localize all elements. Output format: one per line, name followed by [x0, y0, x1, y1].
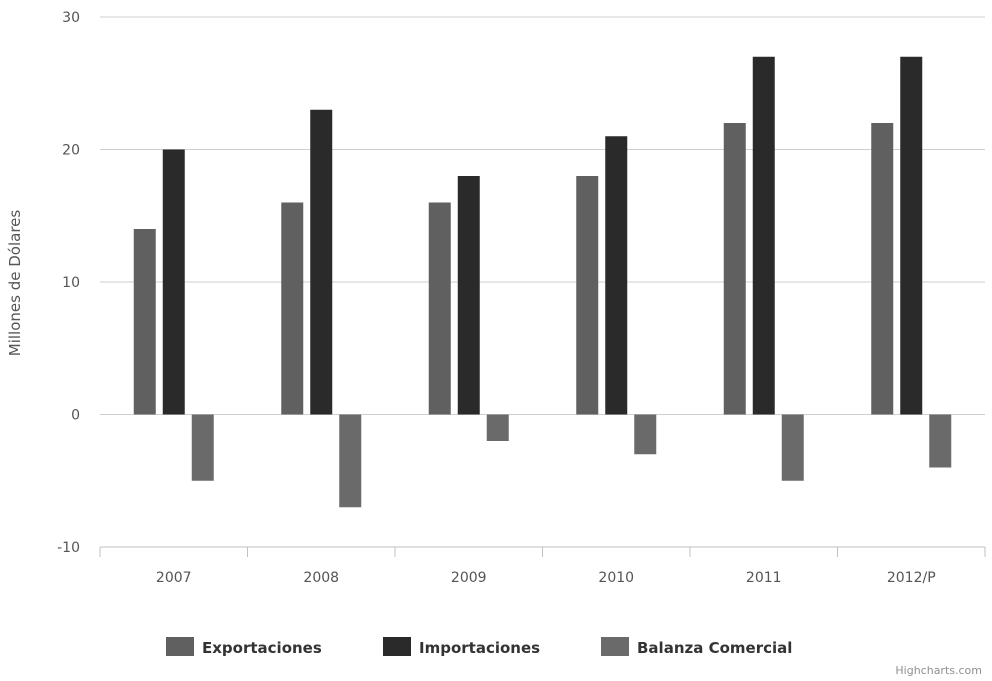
bar-1-5[interactable]	[723, 123, 746, 415]
bar-3-4[interactable]	[634, 414, 657, 455]
bar-2-6[interactable]	[900, 56, 923, 415]
bars	[133, 56, 952, 508]
legend-swatch	[383, 637, 411, 656]
bar-3-2[interactable]	[339, 414, 362, 508]
legend-label: Balanza Comercial	[637, 639, 792, 657]
bar-2-3[interactable]	[457, 176, 480, 415]
x-tick-label: 2011	[746, 570, 782, 586]
bar-2-1[interactable]	[162, 149, 185, 415]
bar-2-5[interactable]	[752, 56, 775, 415]
y-axis-label: Millones de Dólares	[6, 210, 24, 357]
y-tick-label: 20	[62, 143, 80, 159]
bar-3-3[interactable]	[486, 414, 509, 442]
x-tick-label: 2012/P	[887, 570, 936, 586]
x-tick-label: 2007	[156, 570, 192, 586]
legend-item-3[interactable]: Balanza Comercial	[601, 637, 792, 657]
legend-swatch	[166, 637, 194, 656]
x-tick-label: 2010	[598, 570, 634, 586]
bar-1-1[interactable]	[133, 229, 156, 415]
grid-lines	[100, 16, 985, 548]
y-tick-label: 10	[62, 275, 80, 291]
bar-3-6[interactable]	[929, 414, 952, 468]
x-tick-label: 2009	[451, 570, 487, 586]
y-tick-label: -10	[57, 540, 80, 556]
bar-1-4[interactable]	[576, 176, 599, 415]
bar-3-5[interactable]	[781, 414, 804, 481]
bar-1-3[interactable]	[428, 202, 451, 415]
x-tick-label: 2008	[303, 570, 339, 586]
bar-3-1[interactable]	[191, 414, 214, 481]
legend: Exportaciones Importaciones Balanza Comerc…	[166, 637, 792, 657]
bar-2-2[interactable]	[310, 109, 333, 415]
bar-1-2[interactable]	[281, 202, 304, 415]
legend-item-2[interactable]: Importaciones	[383, 637, 540, 657]
legend-item-1[interactable]: Exportaciones	[166, 637, 322, 657]
legend-label: Exportaciones	[202, 639, 322, 657]
credit-text[interactable]: Highcharts.com	[895, 664, 982, 677]
legend-label: Importaciones	[419, 639, 540, 657]
x-axis: 2007 2008 2009 2010 2011 2012/P	[99, 546, 986, 586]
y-tick-label: 0	[71, 408, 80, 424]
y-axis-ticks: -10 0 10 20 30	[57, 10, 80, 556]
bar-1-6[interactable]	[871, 123, 894, 415]
legend-swatch	[601, 637, 629, 656]
bar-2-4[interactable]	[605, 136, 628, 415]
y-tick-label: 30	[62, 10, 80, 26]
